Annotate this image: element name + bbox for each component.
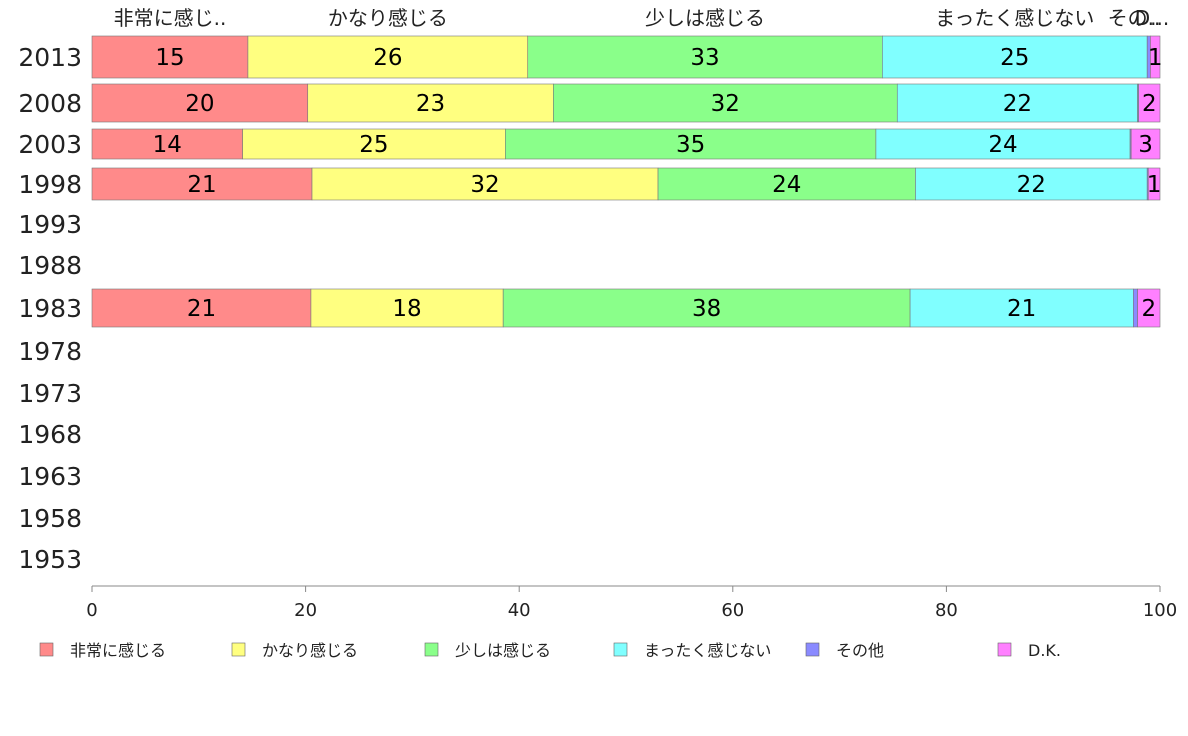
x-tick-label-0: 0 — [86, 600, 97, 621]
bar-segment-2013-0 — [91, 35, 249, 79]
year-label-1968: 1968 — [18, 420, 82, 449]
year-label-1973: 1973 — [18, 379, 82, 408]
year-label-1983: 1983 — [18, 294, 82, 323]
x-tick-label-40: 40 — [508, 600, 531, 621]
top-label-2: 少しは感じる — [645, 6, 765, 30]
year-label-1998: 1998 — [18, 170, 82, 199]
x-axis: 0 20 40 60 80 100 — [86, 585, 1177, 621]
data-label-1998-1: 32 — [470, 172, 499, 198]
bar-segment-1983-5 — [1137, 288, 1161, 328]
bar-segment-2013-1 — [247, 35, 529, 79]
data-label-2008-3: 22 — [1003, 91, 1032, 117]
bar-segment-1998-2 — [657, 167, 916, 201]
year-label-1988: 1988 — [18, 251, 82, 280]
data-label-1983-0: 21 — [187, 296, 216, 322]
legend-swatch-4 — [805, 642, 820, 657]
bar-segment-1998-3 — [915, 167, 1148, 201]
bar-segment-2003-2 — [505, 128, 877, 160]
legend-swatch-1 — [231, 642, 246, 657]
data-label-1998-5: 1 — [1147, 172, 1162, 198]
data-label-1983-3: 21 — [1007, 296, 1036, 322]
bar-segment-1983-0 — [91, 288, 312, 328]
year-label-2013: 2013 — [18, 43, 82, 72]
x-tick-label-60: 60 — [721, 600, 744, 621]
bar-row-2003: 14 25 35 24 3 — [91, 128, 1161, 160]
bar-segment-2008-2 — [553, 83, 898, 123]
bar-row-2013: 15 26 33 25 1 — [91, 35, 1163, 79]
legend-swatch-2 — [424, 642, 439, 657]
top-label-3: まったく感じない — [935, 6, 1094, 30]
bar-segment-1983-2 — [502, 288, 911, 328]
data-label-1998-2: 24 — [772, 172, 801, 198]
x-tick-label-100: 100 — [1143, 600, 1177, 621]
data-label-1998-0: 21 — [187, 172, 216, 198]
data-label-2003-3: 24 — [988, 132, 1017, 158]
bar-row-1998: 21 32 24 22 1 — [91, 167, 1162, 201]
bar-segment-2003-1 — [242, 128, 506, 160]
data-label-1983-2: 38 — [692, 296, 721, 322]
bar-segment-2013-5 — [1150, 35, 1161, 79]
legend-label-2: 少しは感じる — [455, 641, 551, 660]
year-label-2003: 2003 — [18, 130, 82, 159]
data-label-1983-1: 18 — [392, 296, 421, 322]
year-axis-labels: 2013 2008 2003 1998 1993 1988 1983 1978 1973 1968… — [18, 43, 82, 574]
year-label-1993: 1993 — [18, 210, 82, 239]
bar-segment-2003-5 — [1130, 128, 1161, 160]
data-label-2008-0: 20 — [185, 91, 214, 117]
bar-segment-2008-3 — [896, 83, 1138, 123]
data-label-2003-5: 3 — [1138, 132, 1153, 158]
bar-segment-2003-3 — [875, 128, 1131, 160]
legend-label-3: まったく感じない — [644, 641, 771, 660]
year-label-2008: 2008 — [18, 89, 82, 118]
bar-segment-2013-3 — [882, 35, 1148, 79]
bar-segment-2008-1 — [307, 83, 554, 123]
data-label-2008-1: 23 — [416, 91, 445, 117]
legend-swatch-3 — [613, 642, 628, 657]
bar-segment-1998-0 — [91, 167, 313, 201]
top-label-4: その.. — [1108, 6, 1161, 30]
data-label-2008-5: 2 — [1142, 91, 1157, 117]
x-tick-label-80: 80 — [935, 600, 958, 621]
year-label-1963: 1963 — [18, 462, 82, 491]
top-label-5: D... — [1135, 6, 1169, 30]
data-label-2003-0: 14 — [153, 132, 182, 158]
bar-segment-1983-1 — [310, 288, 504, 328]
legend-label-1: かなり感じる — [262, 641, 358, 660]
data-label-2008-2: 32 — [711, 91, 740, 117]
legend: 非常に感じる かなり感じる 少しは感じる まったく感じない その他 D.K. — [39, 641, 1061, 660]
bar-segment-2008-0 — [91, 83, 309, 123]
legend-label-5: D.K. — [1028, 641, 1061, 660]
legend-label-0: 非常に感じる — [70, 641, 166, 660]
data-label-2003-1: 25 — [359, 132, 388, 158]
data-label-2013-0: 15 — [155, 45, 184, 71]
bar-segment-1983-3 — [909, 288, 1134, 328]
legend-swatch-5 — [997, 642, 1012, 657]
bar-segment-1998-5 — [1147, 167, 1161, 201]
top-category-labels: 非常に感じ.. かなり感じる 少しは感じる まったく感じない その..D... — [114, 6, 1170, 30]
legend-swatch-0 — [39, 642, 54, 657]
data-label-1983-5: 2 — [1141, 296, 1156, 322]
bar-segment-2003-0 — [91, 128, 243, 160]
bar-row-2008: 20 23 32 22 2 — [91, 83, 1161, 123]
legend-label-4: その他 — [836, 641, 884, 660]
year-label-1958: 1958 — [18, 504, 82, 533]
data-label-2013-5: 1 — [1148, 45, 1163, 71]
data-label-2003-2: 35 — [676, 132, 705, 158]
bar-segment-2008-5 — [1138, 83, 1161, 123]
data-label-2013-1: 26 — [373, 45, 402, 71]
top-label-0: 非常に感じ.. — [114, 6, 227, 30]
bar-segment-1983-4 — [1133, 288, 1138, 328]
bars: 15 26 33 25 120 23 32 22 214 25 35 24 321 32 24 22 121 18… — [91, 35, 1163, 328]
year-label-1953: 1953 — [18, 545, 82, 574]
top-label-1: かなり感じる — [328, 6, 448, 30]
bar-segment-2013-2 — [527, 35, 883, 79]
bar-row-1983: 21 18 38 21 2 — [91, 288, 1161, 328]
data-label-2013-3: 25 — [1000, 45, 1029, 71]
data-label-1998-3: 22 — [1017, 172, 1046, 198]
year-label-1978: 1978 — [18, 337, 82, 366]
x-tick-label-20: 20 — [294, 600, 317, 621]
data-label-2013-2: 33 — [690, 45, 719, 71]
